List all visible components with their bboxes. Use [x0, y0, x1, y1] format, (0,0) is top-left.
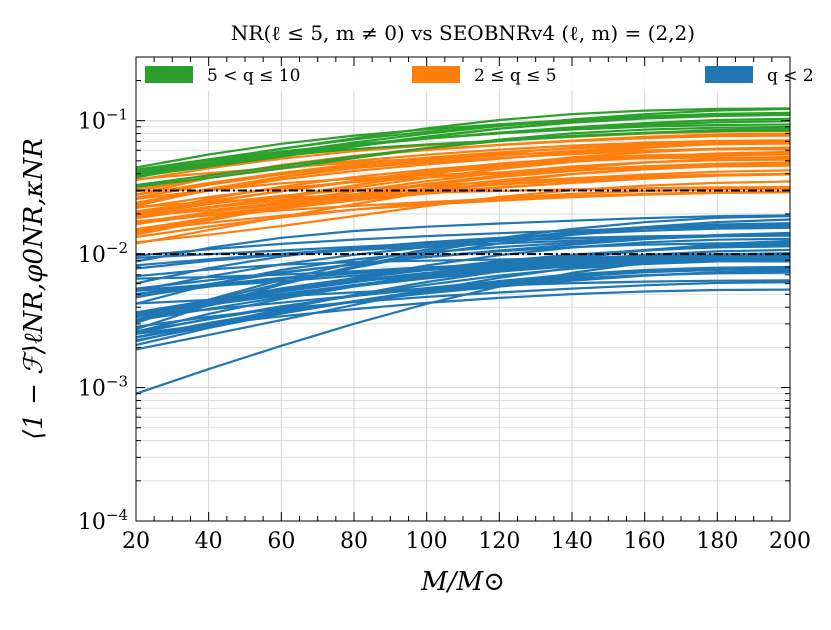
x-tick-label: 80 [340, 529, 368, 554]
y-tick-label: 10−2 [78, 239, 128, 268]
x-tick-label: 160 [624, 529, 666, 554]
y-tick-label: 10−3 [78, 373, 128, 402]
legend-swatch [705, 66, 753, 83]
series-curve [136, 255, 790, 296]
series-curve [136, 180, 790, 244]
series-curve [136, 226, 790, 285]
series-curve [136, 225, 790, 257]
series-curve [136, 120, 790, 173]
legend-swatch [412, 66, 460, 83]
legend-label: 5 < q ≤ 10 [207, 66, 300, 86]
series-0 [136, 107, 790, 188]
series-curve [136, 152, 790, 214]
series-curve [136, 112, 790, 175]
y-tick-label: 10−1 [78, 106, 128, 135]
x-tick-label: 200 [769, 529, 811, 554]
series-curve [136, 259, 790, 333]
series-curve [136, 234, 790, 305]
reference-lines [136, 189, 790, 256]
series-curve [136, 142, 790, 197]
series-curve [136, 239, 790, 333]
series-layer [136, 107, 790, 395]
x-axis-title: M/M⊙ [420, 567, 505, 597]
series-curve [136, 252, 790, 278]
series-curve [136, 169, 790, 216]
series-curve [136, 266, 790, 339]
series-2 [136, 214, 790, 395]
legend-swatch [145, 66, 193, 83]
series-curve [136, 125, 790, 188]
y-tick-label: 10−4 [78, 506, 128, 535]
series-curve [136, 161, 790, 210]
x-tick-label: 60 [267, 529, 295, 554]
x-tick-label: 140 [551, 529, 593, 554]
x-tick-label: 100 [406, 529, 448, 554]
series-curve [136, 234, 790, 267]
y-axis-title: ⟨1 − ℱ⟩ℓNR,φ0NR,κNR [19, 138, 49, 440]
legend-label: 2 ≤ q ≤ 5 [474, 66, 557, 86]
x-tick-label: 120 [478, 529, 520, 554]
series-curve [136, 265, 790, 342]
x-tick-label: 40 [195, 529, 223, 554]
legend-background [137, 62, 789, 91]
series-curve [136, 214, 790, 263]
x-tick-label: 180 [696, 529, 738, 554]
x-tick-label: 20 [122, 529, 150, 554]
chart-title: NR(ℓ ≤ 5, m ≠ 0) vs SEOBNRv4 (ℓ, m) = (2… [231, 21, 695, 45]
axis-ticks: 20 40 60 80 100 120 140 160 180 200 10−4 10−3 10−2 10… [78, 57, 811, 554]
series-1 [136, 129, 790, 245]
